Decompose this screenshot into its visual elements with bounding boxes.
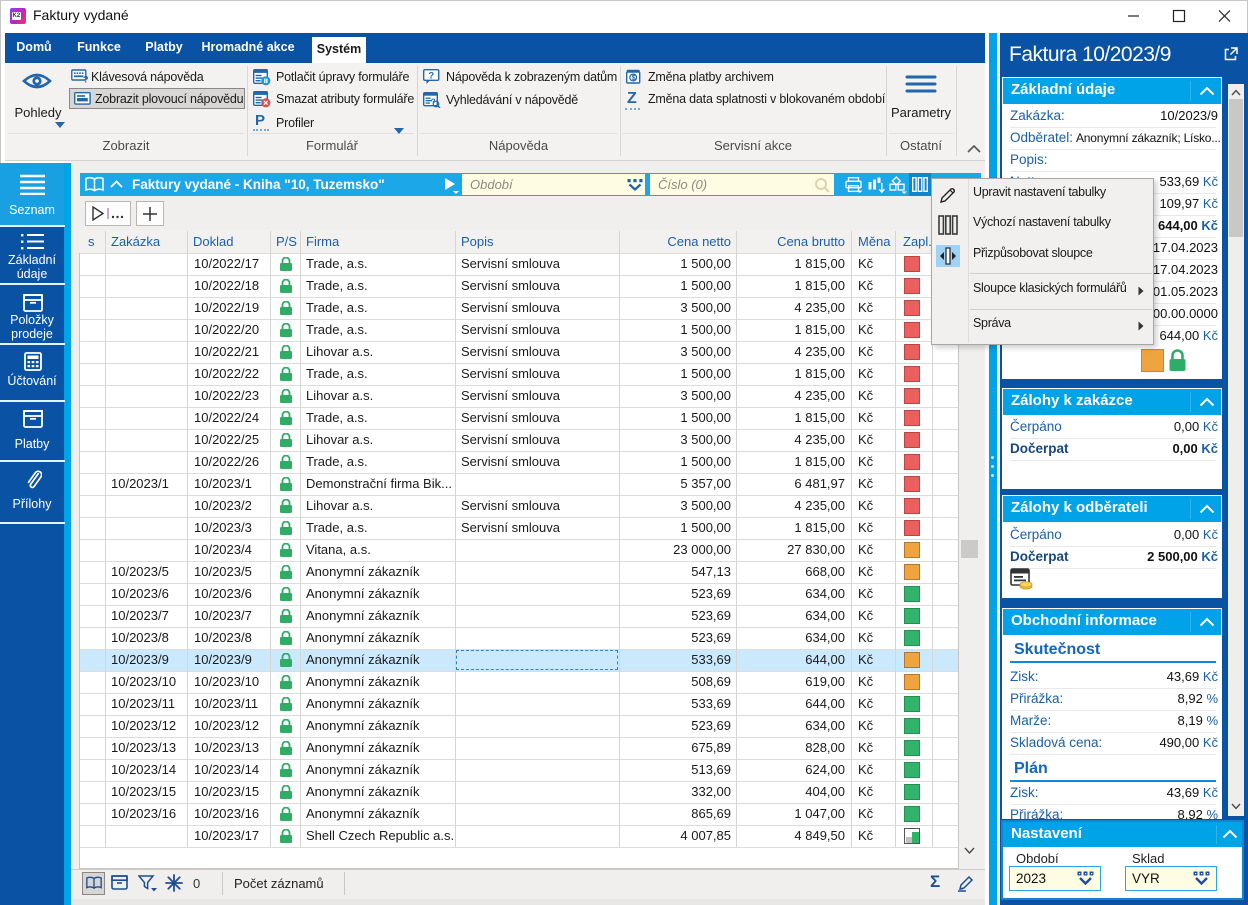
svg-text:$: $ [632,75,636,82]
svg-text:?: ? [431,96,436,105]
svg-text:?: ? [428,71,434,82]
svg-text:?: ? [83,75,89,83]
